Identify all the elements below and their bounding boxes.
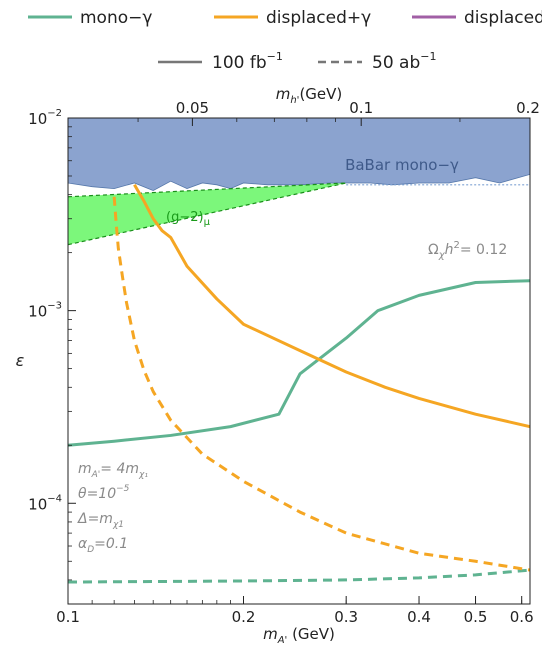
region-label-babar: BaBar mono−γ	[345, 156, 459, 174]
y-tick-label: 10−2	[28, 108, 62, 128]
legend-item-1: displaced+γ	[214, 8, 371, 28]
plot-frame	[67, 117, 531, 605]
series-line-1	[68, 568, 530, 584]
series-line-2	[133, 184, 530, 429]
region-label-g2: (g−2)μ	[166, 210, 211, 228]
legend-label: mono−γ	[80, 8, 152, 28]
legend-style-1: 50 ab−1	[318, 50, 436, 73]
x-tick-label: 0.2	[232, 608, 256, 626]
plot-area	[68, 118, 530, 584]
legend-label: displaced+γ	[266, 8, 371, 28]
param-annotation-3: αD=0.1	[78, 536, 128, 555]
x-tick-label: 0.5	[464, 608, 488, 626]
x-tick-label: 0.3	[334, 608, 358, 626]
relic-density-label: Ωχh2= 0.12	[428, 240, 507, 261]
region-g2-upper-edge	[68, 182, 347, 198]
legend-style-label: 50 ab−1	[372, 50, 436, 73]
legend-item-2: displaced	[412, 8, 542, 28]
x-tick-label: 0.4	[407, 608, 431, 626]
top-axis-title: mh'(GeV)	[276, 85, 343, 106]
y-tick-label: 10−3	[28, 301, 62, 321]
top-tick-label: 0.2	[516, 99, 540, 117]
legend-label: displaced	[464, 8, 542, 28]
series-line-0	[68, 279, 530, 447]
legend: mono−γ displaced+γ displaced 100 fb−1 50 ab−…	[28, 8, 542, 73]
top-tick-label: 0.05	[176, 99, 209, 117]
x-tick-label: 0.6	[510, 608, 534, 626]
series-line-3	[112, 196, 530, 572]
x-tick-label: 0.1	[56, 608, 80, 626]
region-babar	[68, 118, 530, 192]
param-annotation-2: Δ=mχ1	[77, 511, 124, 530]
legend-item-0: mono−γ	[28, 8, 152, 28]
y-tick-label: 10−4	[28, 493, 62, 513]
legend-style-0: 100 fb−1	[158, 50, 283, 73]
legend-style-label: 100 fb−1	[212, 50, 283, 73]
axes: 0.1 0.2 0.3 0.4 0.5 0.6 0.05 0.1 0.2 10−2 10−3 10−4…	[16, 85, 540, 646]
y-axis-title: ε	[16, 351, 25, 370]
x-axis-title: mA' (GeV)	[263, 625, 335, 646]
param-annotation-0: mA'= 4mχ₁	[78, 461, 148, 480]
top-tick-label: 0.1	[349, 99, 373, 117]
param-annotation-1: θ=10−5	[78, 484, 130, 502]
region-g2-lower-edge	[68, 182, 347, 246]
